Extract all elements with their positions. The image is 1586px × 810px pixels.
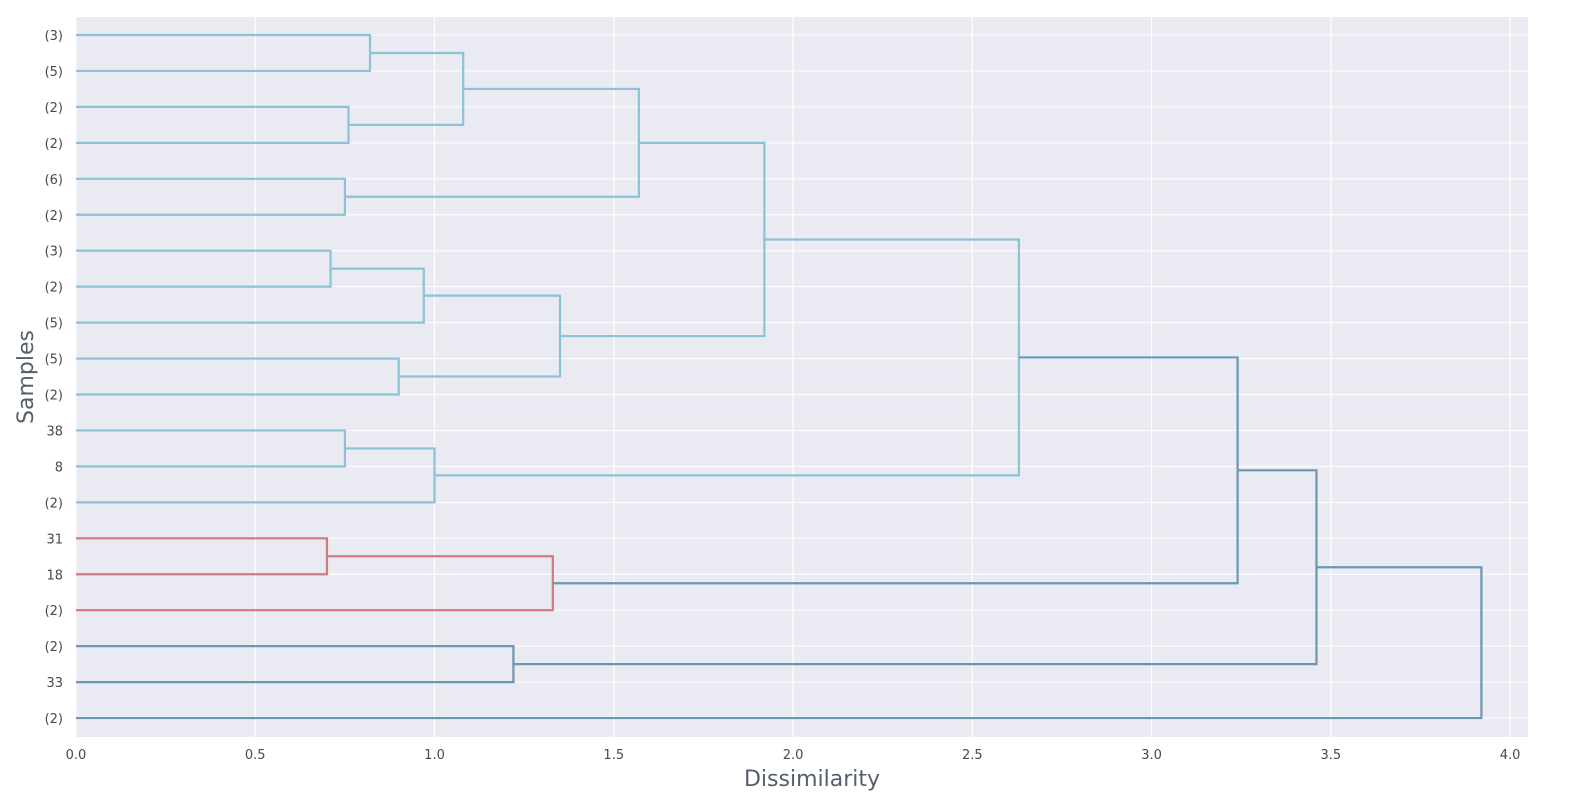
leaf-label: (2): [45, 137, 63, 152]
leaf-label: 33: [46, 676, 63, 691]
leaf-label: (6): [45, 173, 63, 188]
x-tick-label: 1.0: [424, 748, 445, 763]
dendrogram-link: [344, 87, 640, 198]
x-tick-labels: 0.0 0.5 1.0 1.5 2.0 2.5 3.0 3.5 4.0: [66, 748, 1521, 763]
leaf-label: (3): [45, 245, 63, 260]
leaf-label: (3): [45, 29, 63, 44]
leaf-label: (2): [45, 281, 63, 296]
x-tick-label: 2.5: [962, 748, 983, 763]
leaf-label: (2): [45, 209, 63, 224]
leaf-label: (2): [45, 496, 63, 511]
y-axis-label: Samples: [14, 330, 39, 424]
dendrogram-link: [76, 249, 332, 288]
dendrogram-link: [513, 469, 1318, 666]
leaf-label: 38: [46, 424, 63, 439]
leaf-label: (5): [45, 65, 63, 80]
x-tick-label: 1.5: [603, 748, 624, 763]
leaf-label: 18: [46, 568, 63, 583]
x-tick-label: 3.0: [1141, 748, 1162, 763]
y-tick-labels: (3) (5) (2) (2) (6) (2) (3) (2) (5) (5) (2) 38 8 (2) 3…: [45, 29, 63, 727]
x-tick-label: 2.0: [783, 748, 804, 763]
x-tick-label: 3.5: [1320, 748, 1341, 763]
plot-background: [76, 17, 1528, 737]
dendrogram-link: [76, 566, 1483, 720]
x-tick-label: 4.0: [1500, 748, 1521, 763]
leaf-label: 31: [46, 532, 63, 547]
leaf-label: (2): [45, 101, 63, 116]
leaf-label: 8: [55, 460, 63, 475]
dendrogram-link: [434, 238, 1020, 477]
leaf-label: (5): [45, 353, 63, 368]
x-tick-label: 0.0: [66, 748, 87, 763]
leaf-label: (2): [45, 389, 63, 404]
leaf-label: (2): [45, 604, 63, 619]
x-tick-label: 0.5: [245, 748, 266, 763]
dendrogram-link: [76, 105, 350, 144]
dendrogram-link: [76, 33, 372, 73]
dendrogram-links: [76, 33, 1483, 720]
leaf-label: (2): [45, 712, 63, 727]
leaf-label: (5): [45, 317, 63, 332]
x-axis-label: Dissimilarity: [744, 767, 880, 792]
leaf-label: (2): [45, 640, 63, 655]
